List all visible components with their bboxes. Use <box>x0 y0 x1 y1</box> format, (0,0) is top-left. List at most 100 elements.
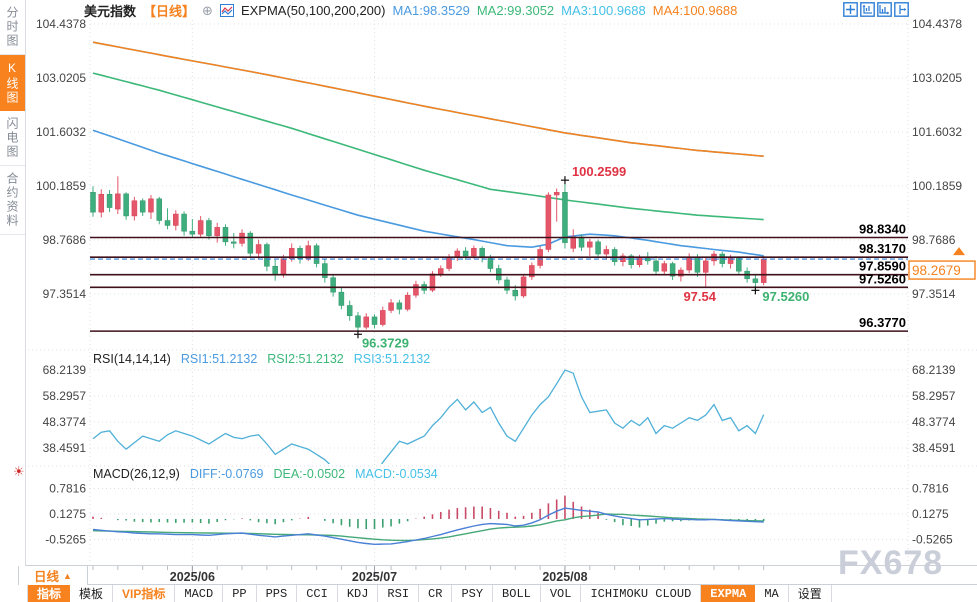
toolbar-tab-expma[interactable]: EXPMA <box>701 585 756 602</box>
svg-text:104.4378: 104.4378 <box>912 17 962 31</box>
svg-text:97.54: 97.54 <box>683 289 716 304</box>
circle-plus-icon[interactable]: ⊕ <box>202 2 213 18</box>
svg-text:97.5260: 97.5260 <box>762 289 809 304</box>
toolbar-tab-psy[interactable]: PSY <box>452 585 494 602</box>
ma3-value: MA3:100.9688 <box>561 3 646 18</box>
sidebar-item-contract-info[interactable]: 合约资料 <box>0 166 25 235</box>
period-up-triangle-icon: ▲ <box>63 570 72 581</box>
exit-fullscreen-icon[interactable] <box>894 2 909 17</box>
svg-text:97.5260: 97.5260 <box>859 271 906 286</box>
macd-title: MACD(26,12,9) <box>93 467 180 481</box>
toolbar-tab-vip-indicators[interactable]: VIP指标 <box>113 585 176 602</box>
svg-text:98.3170: 98.3170 <box>859 241 906 256</box>
axis-tick-labels: 104.4378 104.4378 103.0205 103.0205 101.6032… <box>36 17 962 546</box>
toolbar-tab-macd[interactable]: MACD <box>175 585 224 602</box>
toolbar-tab-pps[interactable]: PPS <box>257 585 298 602</box>
sidebar-item-kline-chart[interactable]: K线图 <box>0 55 25 111</box>
toolbar-tab-cr[interactable]: CR <box>419 585 453 602</box>
indicator-title: EXPMA(50,100,200,200) <box>240 3 386 18</box>
svg-text:2025/07: 2025/07 <box>352 570 397 584</box>
toolbar-tab-kdj[interactable]: KDJ <box>338 585 379 602</box>
sidebar-item-timeline-chart[interactable]: 分时图 <box>0 0 25 55</box>
svg-text:101.6032: 101.6032 <box>912 125 962 139</box>
toolbar-tab-rsi[interactable]: RSI <box>378 585 420 602</box>
svg-text:0.7816: 0.7816 <box>912 481 949 495</box>
x-axis-labels: 2025/06 2025/07 2025/08 <box>92 566 765 584</box>
svg-text:103.0205: 103.0205 <box>36 71 86 85</box>
svg-text:38.4591: 38.4591 <box>43 441 87 455</box>
toolbar-tab-templates[interactable]: 模板 <box>70 585 114 602</box>
period-tag: 【日线】 <box>143 4 196 19</box>
price-box: 98.2679 <box>908 247 976 280</box>
svg-text:68.2139: 68.2139 <box>912 363 956 377</box>
price-markers: 100.2599 96.3729 97.54 97.5260 <box>353 164 809 350</box>
svg-text:100.2599: 100.2599 <box>572 164 626 179</box>
kline-chart-icon[interactable] <box>219 4 234 17</box>
svg-text:58.2957: 58.2957 <box>43 389 87 403</box>
indicator-toolbar: 指标 模板 VIP指标 MACD PP PPS CCI KDJ RSI CR P… <box>0 585 977 602</box>
rsi-panel-header: RSI(14,14,14) RSI1:51.2132 RSI2:51.2132 … <box>93 352 430 366</box>
svg-text:0.1275: 0.1275 <box>49 507 86 521</box>
svg-text:100.1859: 100.1859 <box>36 179 86 193</box>
macd-dea-line <box>92 513 764 542</box>
symbol-title: 美元指数 <box>84 4 137 19</box>
svg-text:98.7686: 98.7686 <box>912 233 956 247</box>
toolbar-tab-indicators[interactable]: 指标 <box>28 585 71 602</box>
toolbar-tab-ichimoku[interactable]: ICHIMOKU CLOUD <box>581 585 702 602</box>
macd-histogram <box>92 495 765 530</box>
toolbar-spacer <box>0 585 28 602</box>
macd-panel-header: MACD(26,12,9) DIFF:-0.0769 DEA:-0.0502 M… <box>93 467 438 481</box>
toolbar-tab-settings[interactable]: 设置 <box>789 585 832 602</box>
toolbar-tab-boll[interactable]: BOLL <box>493 585 541 602</box>
expma-ma1-line <box>92 129 764 257</box>
svg-text:58.2957: 58.2957 <box>912 389 956 403</box>
svg-text:96.3770: 96.3770 <box>859 315 906 330</box>
period-selector[interactable]: 日线 ▲ <box>18 566 88 585</box>
svg-text:-0.5265: -0.5265 <box>45 532 86 546</box>
svg-text:0.7816: 0.7816 <box>49 481 86 495</box>
chart-tool-icons <box>843 2 909 17</box>
y-axis-scale-icon[interactable] <box>860 2 875 17</box>
rsi1-value: RSI1:51.2132 <box>180 352 258 366</box>
svg-text:104.4378: 104.4378 <box>36 17 86 31</box>
svg-text:2025/06: 2025/06 <box>170 570 215 584</box>
left-sidebar: 分时图 K线图 闪电图 合约资料 <box>0 0 26 585</box>
svg-text:2025/08: 2025/08 <box>542 570 587 584</box>
toolbar-tab-pp[interactable]: PP <box>223 585 257 602</box>
candles-layer <box>90 176 767 332</box>
sidebar-item-lightning-chart[interactable]: 闪电图 <box>0 111 25 166</box>
toolbar-tab-vol[interactable]: VOL <box>541 585 582 602</box>
expma-ma4-line <box>92 41 764 157</box>
macd-macd-value: MACD:-0.0534 <box>355 467 438 481</box>
svg-text:101.6032: 101.6032 <box>36 125 86 139</box>
rsi2-value: RSI2:51.2132 <box>267 352 344 366</box>
x-axis-scale-icon[interactable] <box>877 2 892 17</box>
grid-lines <box>28 20 977 562</box>
svg-text:98.2679: 98.2679 <box>912 263 961 278</box>
expma-ma2-line <box>92 72 764 221</box>
macd-diff-line <box>92 507 764 546</box>
toolbar-tab-ma[interactable]: MA <box>755 585 789 602</box>
svg-text:97.3514: 97.3514 <box>912 287 956 301</box>
svg-text:98.8340: 98.8340 <box>859 222 906 237</box>
svg-text:0.1275: 0.1275 <box>912 507 949 521</box>
ma2-value: MA2:99.3052 <box>476 3 555 18</box>
crosshair-move-icon[interactable] <box>843 2 858 17</box>
watermark: FX678 <box>838 544 944 582</box>
chart-header: 美元指数 【日线】 ⊕ EXPMA(50,100,200,200) MA1:98… <box>84 1 737 20</box>
svg-text:96.3729: 96.3729 <box>362 335 409 350</box>
sun-icon[interactable]: ☀ <box>13 464 25 479</box>
svg-text:48.3774: 48.3774 <box>912 415 956 429</box>
period-label: 日线 <box>34 570 60 584</box>
svg-text:38.4591: 38.4591 <box>912 441 956 455</box>
toolbar-tab-cci[interactable]: CCI <box>297 585 338 602</box>
svg-text:98.7686: 98.7686 <box>43 233 87 247</box>
rsi-title: RSI(14,14,14) <box>93 352 171 366</box>
svg-text:97.3514: 97.3514 <box>43 287 87 301</box>
svg-text:68.2139: 68.2139 <box>43 363 87 377</box>
svg-text:103.0205: 103.0205 <box>912 71 962 85</box>
rsi3-value: RSI3:51.2132 <box>353 352 431 366</box>
svg-text:100.1859: 100.1859 <box>912 179 962 193</box>
